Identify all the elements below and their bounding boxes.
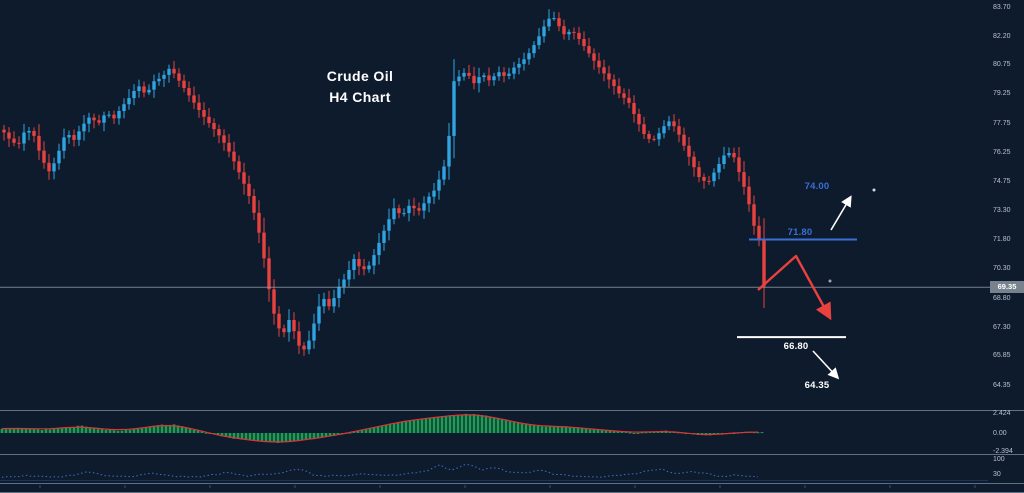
price-axis[interactable]: 83.70 82.20 80.75 79.25 77.75 76.25 74.75 73.30… <box>990 0 1024 493</box>
price-tick: 73.30 <box>993 206 1011 214</box>
target-down-label: 64.35 <box>804 380 830 391</box>
oscillator-tick: -2.394 <box>993 448 1013 456</box>
price-tick: 77.75 <box>993 119 1011 127</box>
oscillator-tick: 0.00 <box>993 429 1007 437</box>
price-tick: 83.70 <box>993 3 1011 11</box>
price-tick: 65.85 <box>993 352 1011 360</box>
price-tick: 76.25 <box>993 149 1011 156</box>
resistance-label: 71.80 <box>787 227 813 238</box>
price-tick: 68.80 <box>993 294 1011 302</box>
price-tick: 74.75 <box>993 178 1011 186</box>
chart-title: Crude Oil H4 Chart <box>300 66 420 108</box>
lower-indicator-tick: 100 <box>993 455 1005 463</box>
chart-title-line1: Crude Oil <box>326 68 394 84</box>
lower-indicator-tick: 30 <box>993 470 1001 478</box>
oscillator-tick: 2.424 <box>993 410 1011 418</box>
price-tick: 67.30 <box>993 323 1011 331</box>
price-tick: 70.30 <box>993 265 1011 273</box>
price-tick: 71.80 <box>993 236 1011 243</box>
chart-title-line2: H4 Chart <box>329 89 391 105</box>
price-tick: 80.75 <box>993 61 1011 69</box>
price-tick: 64.35 <box>993 381 1011 389</box>
price-tick: 82.20 <box>993 32 1011 40</box>
current-price-badge: 69.35 <box>990 281 1024 293</box>
support-label: 66.80 <box>783 341 809 352</box>
time-axis[interactable] <box>0 484 1024 493</box>
target-up-label: 74.00 <box>804 181 830 192</box>
price-tick: 79.25 <box>993 90 1011 98</box>
